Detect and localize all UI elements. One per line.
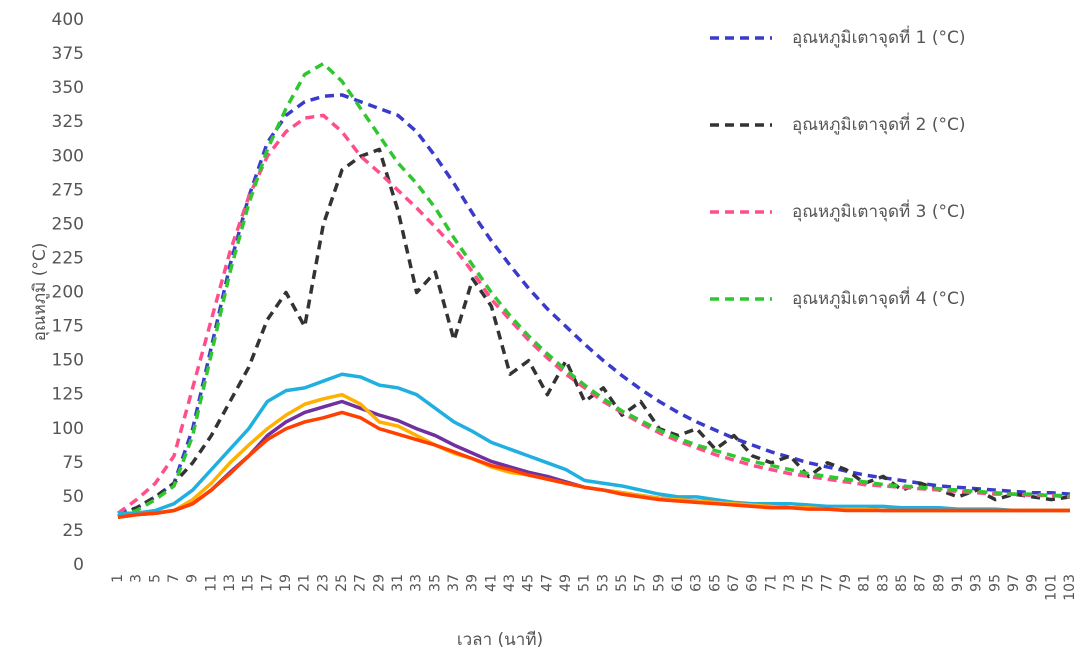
- y-axis-title: อุณหภูมิ (°C): [30, 243, 50, 342]
- y-tick-label: 125: [52, 385, 84, 405]
- x-tick-label: 79: [838, 574, 854, 592]
- x-tick-label: 95: [987, 574, 1003, 592]
- x-tick-label: 99: [1025, 574, 1041, 592]
- x-tick-label: 25: [334, 574, 350, 592]
- data-line: [118, 115, 1070, 513]
- chart: อุณหภูมิ (°C) เวลา (นาที) 02550751001251…: [0, 0, 1083, 658]
- x-tick-label: 41: [483, 574, 499, 592]
- x-axis-title: เวลา (นาที): [457, 630, 543, 650]
- x-tick-label: 11: [203, 574, 219, 592]
- x-tick-label: 47: [539, 574, 555, 592]
- x-tick-label: 19: [278, 574, 294, 592]
- x-tick-label: 39: [465, 574, 481, 592]
- x-tick-label: 69: [745, 574, 761, 592]
- x-tick-label: 43: [502, 574, 518, 592]
- y-tick-label: 75: [62, 453, 84, 473]
- x-tick-label: 13: [222, 574, 238, 592]
- x-tick-label: 5: [147, 574, 163, 583]
- x-tick-label: 17: [259, 574, 275, 592]
- x-tick-label: 87: [913, 574, 929, 592]
- x-tick-label: 31: [390, 574, 406, 592]
- y-tick-label: 25: [62, 521, 84, 541]
- legend-label: อุณหภูมิเตาจุดที่ 3 (°C): [792, 199, 965, 222]
- x-tick-label: 63: [689, 574, 705, 592]
- x-tick-label: 49: [558, 574, 574, 592]
- x-tick-label: 59: [651, 574, 667, 592]
- x-tick-label: 7: [166, 574, 182, 583]
- x-tick-label: 35: [427, 574, 443, 592]
- x-tick-label: 91: [950, 574, 966, 592]
- x-tick-label: 29: [371, 574, 387, 592]
- y-tick-label: 325: [52, 112, 84, 132]
- legend-label: อุณหภูมิเตาจุดที่ 4 (°C): [792, 286, 965, 309]
- x-tick-label: 45: [521, 574, 537, 592]
- x-tick-label: 1: [110, 574, 126, 583]
- y-tick-label: 250: [52, 214, 84, 234]
- x-tick-label: 81: [857, 574, 873, 592]
- y-tick-label: 275: [52, 180, 84, 200]
- y-tick-label: 100: [52, 419, 84, 439]
- x-tick-label: 65: [707, 574, 723, 592]
- x-tick-label: 77: [819, 574, 835, 592]
- x-tick-label: 85: [894, 574, 910, 592]
- x-tick-label: 23: [315, 574, 331, 592]
- x-tick-label: 73: [782, 574, 798, 592]
- x-tick-label: 33: [409, 574, 425, 592]
- y-tick-label: 225: [52, 248, 84, 268]
- x-tick-label: 101: [1043, 574, 1059, 601]
- legend-label: อุณหภูมิเตาจุดที่ 1 (°C): [792, 25, 965, 48]
- y-tick-label: 200: [52, 283, 84, 303]
- x-tick-label: 51: [577, 574, 593, 592]
- y-tick-label: 375: [52, 44, 84, 64]
- x-tick-label: 89: [931, 574, 947, 592]
- y-tick-label: 300: [52, 146, 84, 166]
- x-tick-label: 97: [1006, 574, 1022, 592]
- x-tick-label: 71: [763, 574, 779, 592]
- x-tick-label: 67: [726, 574, 742, 592]
- x-tick-label: 21: [297, 574, 313, 592]
- y-tick-label: 50: [62, 487, 84, 507]
- x-tick-label: 75: [801, 574, 817, 592]
- x-tick-label: 37: [446, 574, 462, 592]
- data-line: [118, 402, 1070, 518]
- x-tick-label: 103: [1062, 574, 1078, 601]
- x-tick-label: 57: [633, 574, 649, 592]
- y-tick-label: 350: [52, 78, 84, 98]
- y-tick-label: 175: [52, 317, 84, 337]
- y-tick-label: 150: [52, 351, 84, 371]
- y-tick-label: 0: [73, 555, 84, 575]
- x-tick-label: 27: [353, 574, 369, 592]
- x-tick-label: 15: [241, 574, 257, 592]
- x-tick-label: 53: [595, 574, 611, 592]
- x-tick-label: 83: [875, 574, 891, 592]
- x-tick-label: 93: [969, 574, 985, 592]
- y-tick-label: 400: [52, 10, 84, 30]
- x-tick-label: 61: [670, 574, 686, 592]
- data-line: [118, 412, 1070, 517]
- x-tick-label: 3: [129, 574, 145, 583]
- legend-label: อุณหภูมิเตาจุดที่ 2 (°C): [792, 112, 965, 135]
- x-tick-label: 9: [185, 574, 201, 583]
- x-tick-label: 55: [614, 574, 630, 592]
